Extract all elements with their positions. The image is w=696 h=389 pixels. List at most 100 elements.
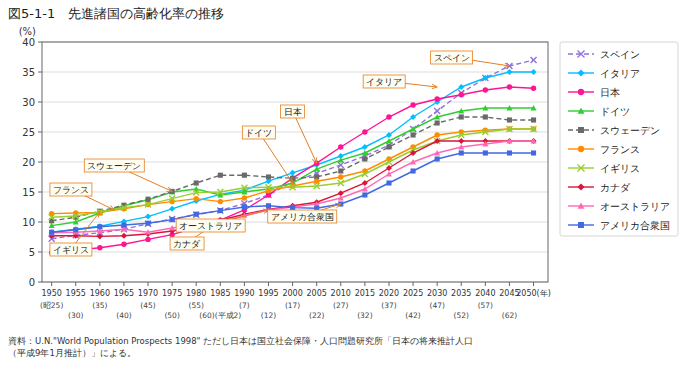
y-tick-label: 40 xyxy=(22,37,35,48)
series-point xyxy=(241,185,247,191)
series-point xyxy=(482,75,488,81)
legend-item: スペイン xyxy=(568,49,640,60)
era-label: (52) xyxy=(454,311,469,320)
y-tick-label: 20 xyxy=(22,157,35,168)
series-point xyxy=(507,84,512,89)
plot-data xyxy=(49,57,537,255)
callout: スウェーデン xyxy=(84,159,172,191)
era-label: (27) xyxy=(333,301,348,310)
x-tick-label: 1950 xyxy=(41,289,61,298)
series-point xyxy=(217,208,223,214)
series-point xyxy=(410,150,416,156)
x-tick xyxy=(99,282,100,286)
series-point xyxy=(338,157,344,162)
callout-box xyxy=(84,159,144,172)
series-point xyxy=(410,159,416,164)
legend-label: オーストラリア xyxy=(600,201,670,212)
era-label: (47) xyxy=(429,301,444,310)
x-tick-label: 1955 xyxy=(66,289,86,298)
series-point xyxy=(49,229,55,235)
series-point xyxy=(290,184,296,190)
legend-item: スウェーデン xyxy=(568,125,660,136)
legend-marker xyxy=(578,203,585,209)
series-point xyxy=(362,186,368,191)
legend-marker xyxy=(578,184,585,191)
callout-label: カナダ xyxy=(173,239,201,249)
series-point xyxy=(145,237,150,242)
callout-box xyxy=(431,51,473,64)
y-tick-label: 0 xyxy=(29,277,35,288)
series-point xyxy=(194,180,199,185)
callout: イタリア xyxy=(363,75,437,88)
legend-label: アメリカ合衆国 xyxy=(600,220,670,231)
series-point xyxy=(338,195,344,200)
series-point xyxy=(169,225,175,230)
series-point xyxy=(386,144,391,149)
series-point xyxy=(482,75,488,81)
source-note-line: （平成9年1月推計）」による。 xyxy=(8,348,136,358)
x-tick-label: 2000 xyxy=(282,289,302,298)
legend-marker xyxy=(578,89,584,95)
series-point xyxy=(73,219,79,224)
series-point xyxy=(458,84,464,90)
x-tick-label: 1970 xyxy=(138,289,158,298)
x-tick-label: 2020 xyxy=(379,289,399,298)
callout-label: オーストラリア xyxy=(179,221,242,231)
x-tick xyxy=(123,282,124,286)
series-point xyxy=(265,184,271,190)
y-tick-label: 25 xyxy=(22,127,35,138)
series-point xyxy=(314,201,320,206)
series-line xyxy=(52,87,534,253)
chart-svg: 図5-1-1 先進諸国の高齢化率の推移(%)051015202530354019… xyxy=(0,0,696,389)
x-tick xyxy=(148,282,149,286)
series-point xyxy=(97,223,103,229)
series-point xyxy=(458,108,464,113)
x-tick-label: 1990 xyxy=(234,289,254,298)
callout-arrow xyxy=(259,132,293,183)
y-axis-label: (%) xyxy=(19,26,36,37)
series-point xyxy=(434,138,440,144)
series-point xyxy=(314,179,319,184)
callout-label: ドイツ xyxy=(245,128,272,138)
grid xyxy=(42,42,548,282)
series-point xyxy=(97,245,102,250)
y-tick xyxy=(38,42,42,43)
x-tick-label: 2010 xyxy=(331,289,351,298)
x-tick xyxy=(509,282,510,286)
era-label: (42) xyxy=(405,311,420,320)
series-point xyxy=(386,171,392,176)
series-point xyxy=(482,141,488,146)
series-point xyxy=(97,224,102,229)
x-tick-label: 2015 xyxy=(355,289,375,298)
legend-marker xyxy=(578,222,584,228)
legend-label: スペイン xyxy=(600,49,640,60)
y-tick xyxy=(38,222,42,223)
series-point xyxy=(386,114,391,119)
series-point xyxy=(170,189,175,194)
series-point xyxy=(314,166,320,171)
series-point xyxy=(531,105,537,110)
era-label: (50) xyxy=(164,311,179,320)
legend-label: スウェーデン xyxy=(600,125,660,136)
legend-item: カナダ xyxy=(568,182,631,193)
callout: 日本 xyxy=(281,105,317,163)
grid-line xyxy=(42,192,548,193)
series-point xyxy=(507,117,512,122)
series-point xyxy=(362,180,368,186)
era-label: (30) xyxy=(68,311,83,320)
series-point xyxy=(49,223,55,228)
series-line xyxy=(52,141,534,233)
series-point xyxy=(169,206,175,212)
era-label: (32) xyxy=(357,311,372,320)
annotations: スペインイタリア日本ドイツスウェーデンフランスイギリスカナダオーストラリアアメリ… xyxy=(40,51,517,320)
y-tick-label: 10 xyxy=(22,217,35,228)
x-tick-label: 2030 xyxy=(427,289,447,298)
series-point xyxy=(386,159,392,165)
legend-label: イギリス xyxy=(600,163,640,174)
series-point xyxy=(145,214,151,220)
callout-label: スウェーデン xyxy=(87,161,141,171)
series-point xyxy=(338,180,344,186)
era-label: (7) xyxy=(239,301,250,310)
callout-label: スペイン xyxy=(434,53,470,63)
callout: アメリカ合衆国 xyxy=(268,204,341,223)
